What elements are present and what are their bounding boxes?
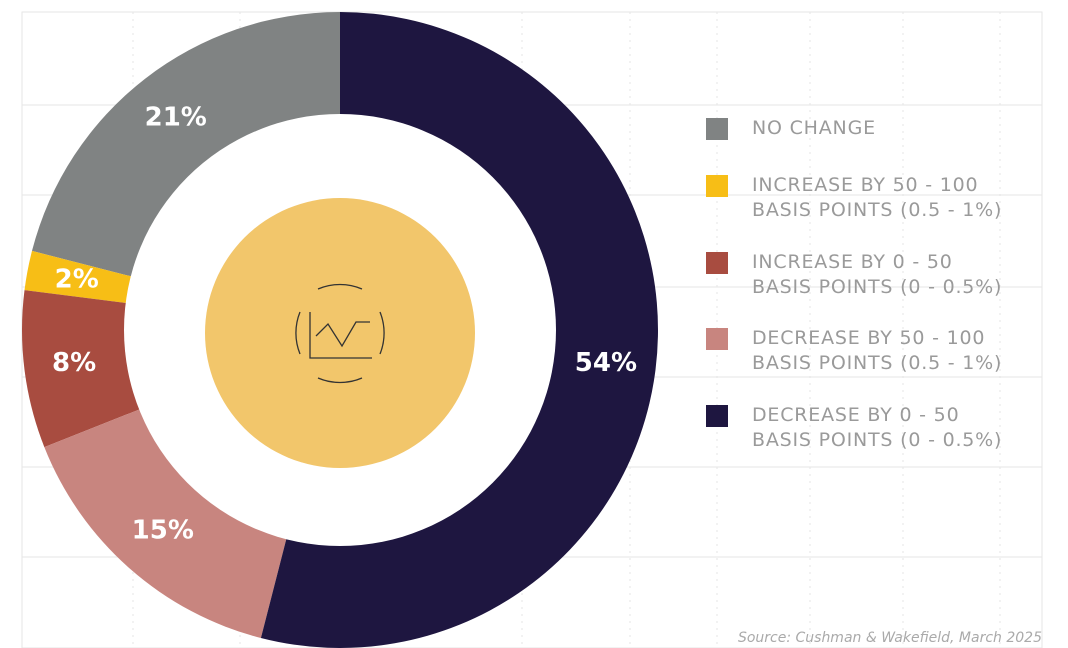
- value-label: 54%: [575, 348, 637, 378]
- legend-swatch: [706, 328, 728, 350]
- center-icon: [295, 283, 385, 384]
- legend-label: INCREASE BY 0 - 50 BASIS POINTS (0 - 0.5…: [752, 251, 1003, 298]
- value-label: 21%: [145, 103, 207, 133]
- legend-label: DECREASE BY 50 - 100 BASIS POINTS (0.5 -…: [752, 327, 1003, 374]
- legend-item: DECREASE BY 0 - 50 BASIS POINTS (0 - 0.5…: [706, 403, 1002, 453]
- value-label: 15%: [132, 516, 194, 546]
- legend-swatch: [706, 252, 728, 274]
- legend-swatch: [706, 118, 728, 140]
- legend-swatch: [706, 405, 728, 427]
- value-label: 2%: [55, 264, 99, 294]
- value-label: 8%: [52, 348, 96, 378]
- center-badge: [205, 198, 475, 468]
- legend-item: INCREASE BY 50 - 100 BASIS POINTS (0.5 -…: [706, 173, 1002, 223]
- legend-item: DECREASE BY 50 - 100 BASIS POINTS (0.5 -…: [706, 326, 1002, 376]
- legend-swatch: [706, 175, 728, 197]
- legend-item: INCREASE BY 0 - 50 BASIS POINTS (0 - 0.5…: [706, 250, 1002, 300]
- legend-label: DECREASE BY 0 - 50 BASIS POINTS (0 - 0.5…: [752, 404, 1003, 451]
- source-note: Source: Cushman & Wakefield, March 2025: [737, 630, 1042, 646]
- legend-item: NO CHANGE: [706, 116, 876, 141]
- legend-label: INCREASE BY 50 - 100 BASIS POINTS (0.5 -…: [752, 174, 1003, 221]
- legend-label: NO CHANGE: [752, 117, 876, 139]
